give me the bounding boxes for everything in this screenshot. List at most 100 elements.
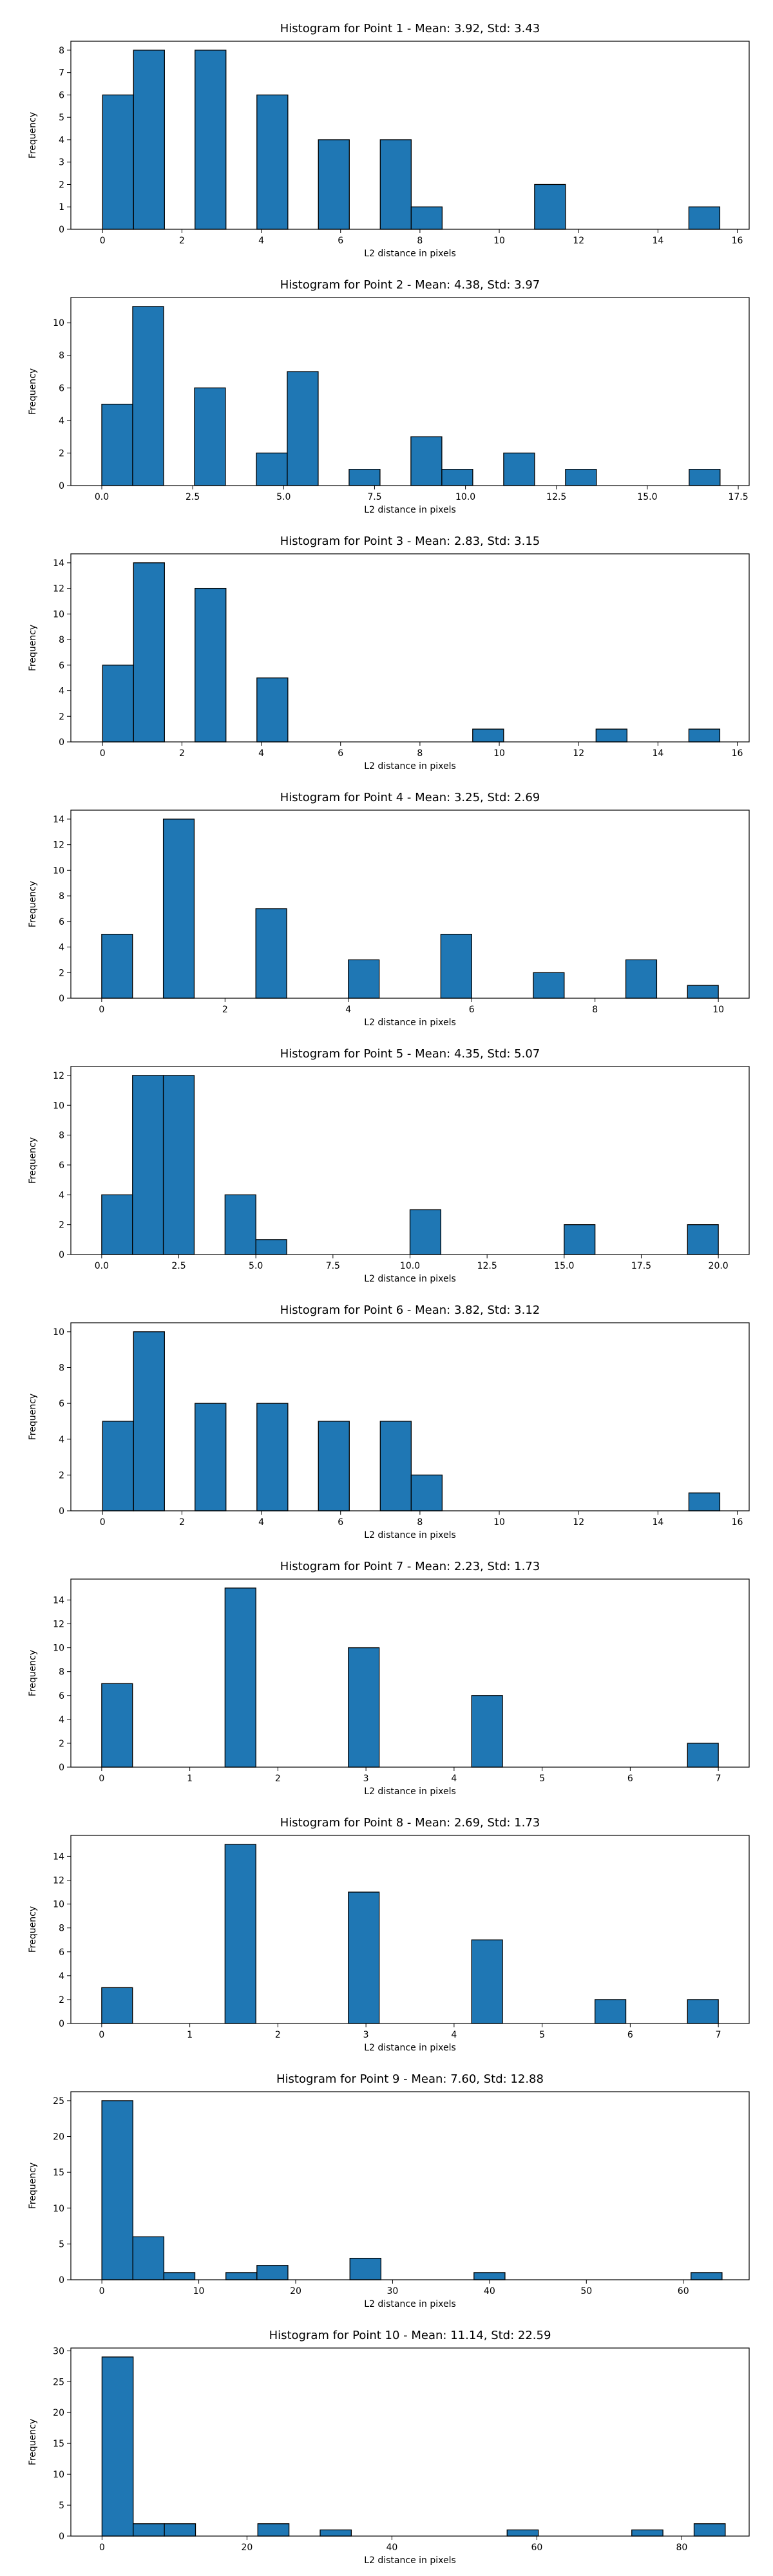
histogram-panel-3: Histogram for Point 3 - Mean: 2.83, Std:… — [28, 535, 750, 772]
y-tick-label: 7 — [59, 68, 64, 79]
histogram-panel-2: Histogram for Point 2 - Mean: 4.38, Std:… — [28, 278, 750, 515]
chart-title: Histogram for Point 6 - Mean: 3.82, Std:… — [280, 1303, 540, 1317]
y-tick-label: 2 — [59, 712, 64, 722]
chart-title: Histogram for Point 8 - Mean: 2.69, Std:… — [280, 1816, 540, 1830]
x-tick-label: 8 — [592, 1005, 598, 1015]
y-tick-label: 4 — [59, 1971, 64, 1982]
x-tick-label: 10 — [193, 2286, 205, 2297]
x-tick-label: 6 — [627, 1774, 633, 1784]
y-tick-label: 8 — [59, 46, 64, 56]
y-tick-label: 2 — [59, 968, 64, 978]
x-tick-label: 14 — [652, 748, 663, 759]
x-tick-label: 7.5 — [326, 1261, 340, 1271]
histogram-bar — [688, 1492, 721, 1511]
axes-frame — [70, 1578, 750, 1768]
x-axis-label: L2 distance in pixels — [364, 1786, 456, 1797]
y-tick-label: 4 — [59, 687, 64, 697]
histogram-bar — [102, 94, 134, 230]
y-tick-label: 2 — [59, 1470, 64, 1481]
y-axis-label: Frequency — [28, 1906, 38, 1953]
y-tick-label: 2 — [59, 448, 64, 459]
histogram-bar — [348, 959, 380, 999]
x-tick-label: 8 — [417, 236, 423, 246]
y-tick-label: 6 — [59, 1691, 64, 1701]
histogram-bar — [688, 206, 721, 230]
y-tick-label: 0 — [59, 481, 64, 491]
histogram-bar — [473, 2272, 506, 2280]
x-tick-label: 20.0 — [709, 1261, 729, 1271]
y-tick-label: 12 — [53, 584, 64, 594]
histogram-panel-7: Histogram for Point 7 - Mean: 2.23, Std:… — [28, 1560, 750, 1797]
x-axis-label: L2 distance in pixels — [364, 2299, 456, 2309]
y-tick-label: 2 — [59, 180, 64, 190]
x-tick-label: 2 — [179, 236, 185, 246]
y-tick-label: 8 — [59, 1131, 64, 1141]
x-tick-label: 50 — [580, 2286, 592, 2297]
chart-title: Histogram for Point 4 - Mean: 3.25, Std:… — [280, 791, 540, 804]
histogram-panel-9: Histogram for Point 9 - Mean: 7.60, Std:… — [28, 2072, 750, 2309]
y-tick-label: 3 — [59, 158, 64, 168]
x-tick-label: 6 — [469, 1005, 475, 1015]
y-tick-label: 8 — [59, 1363, 64, 1374]
histogram-bar — [691, 2272, 723, 2280]
y-tick-label: 25 — [53, 2377, 64, 2387]
x-tick-label: 40 — [484, 2286, 495, 2297]
y-tick-label: 25 — [53, 2096, 64, 2107]
x-tick-label: 0 — [99, 2286, 105, 2297]
histogram-bar — [101, 2100, 133, 2280]
y-tick-label: 10 — [53, 609, 64, 620]
histogram-bar — [318, 1421, 350, 1511]
histogram-bar — [101, 934, 133, 999]
y-tick-label: 4 — [59, 943, 64, 953]
x-axis-label: L2 distance in pixels — [364, 1274, 456, 1284]
y-tick-label: 12 — [53, 1071, 64, 1081]
histogram-bar — [133, 50, 165, 230]
y-tick-label: 6 — [59, 1160, 64, 1171]
x-tick-label: 5.0 — [276, 492, 291, 502]
histogram-bar — [471, 1695, 503, 1768]
x-tick-label: 15.0 — [554, 1261, 574, 1271]
x-tick-label: 0 — [99, 1774, 104, 1784]
y-tick-label: 2 — [59, 1220, 64, 1231]
x-tick-label: 12 — [573, 1517, 584, 1528]
y-tick-label: 10 — [53, 866, 64, 876]
histogram-bar — [533, 972, 565, 999]
x-tick-label: 60 — [531, 2543, 542, 2553]
histogram-bar — [379, 1421, 412, 1511]
y-tick-label: 20 — [53, 2132, 64, 2143]
y-tick-label: 5 — [59, 2501, 64, 2511]
x-axis-label: L2 distance in pixels — [364, 1530, 456, 1540]
y-tick-label: 10 — [53, 1327, 64, 1338]
x-tick-label: 40 — [386, 2543, 397, 2553]
histogram-bar — [102, 1421, 134, 1511]
y-axis-label: Frequency — [28, 112, 38, 158]
x-tick-label: 2 — [179, 748, 185, 759]
histogram-bar — [687, 985, 719, 999]
chart-title: Histogram for Point 3 - Mean: 2.83, Std:… — [280, 535, 540, 548]
x-tick-label: 12.5 — [477, 1261, 497, 1271]
y-tick-label: 6 — [59, 661, 64, 671]
histogram-bar — [225, 2272, 258, 2280]
axes-frame — [70, 553, 750, 743]
chart-title: Histogram for Point 10 - Mean: 11.14, St… — [269, 2329, 551, 2342]
x-tick-label: 10 — [712, 1005, 724, 1015]
histogram-bar — [410, 436, 443, 486]
histogram-bar — [224, 1587, 256, 1768]
histogram-panel-5: Histogram for Point 5 - Mean: 4.35, Std:… — [28, 1047, 750, 1284]
x-tick-label: 80 — [676, 2543, 687, 2553]
histogram-panel-10: Histogram for Point 10 - Mean: 11.14, St… — [28, 2329, 750, 2566]
x-tick-label: 2.5 — [186, 492, 200, 502]
x-axis-label: L2 distance in pixels — [364, 505, 456, 515]
x-tick-label: 6 — [338, 236, 343, 246]
histogram-bar — [194, 387, 226, 486]
x-tick-label: 10 — [493, 1517, 505, 1528]
y-tick-label: 10 — [53, 1643, 64, 1654]
y-tick-label: 10 — [53, 1101, 64, 1111]
x-tick-label: 1 — [187, 1774, 193, 1784]
x-tick-label: 17.5 — [631, 1261, 651, 1271]
histogram-bar — [287, 371, 319, 486]
x-tick-label: 0 — [99, 2543, 105, 2553]
x-axis-label: L2 distance in pixels — [364, 761, 456, 772]
histogram-bar — [440, 934, 472, 999]
